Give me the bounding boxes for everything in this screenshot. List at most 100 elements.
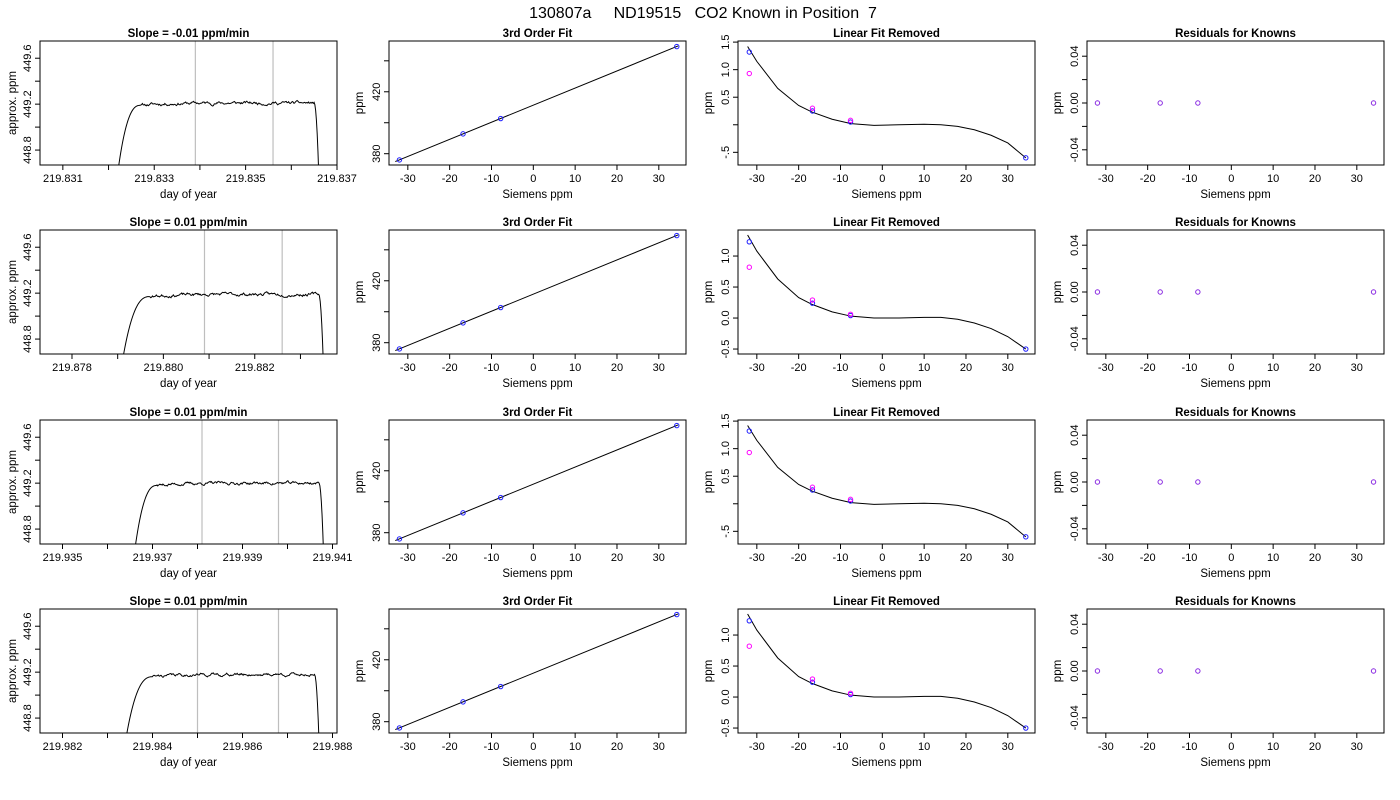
y-tick-label: 449.6 bbox=[22, 423, 34, 451]
plot-frame bbox=[737, 40, 1036, 166]
x-tick-label: 219.833 bbox=[134, 173, 174, 185]
x-tick-label: -20 bbox=[791, 173, 807, 185]
plot-frame bbox=[388, 40, 687, 166]
plot-frame bbox=[39, 608, 338, 734]
chart-panel-0-0: Slope = -0.01 ppm/min 219.831 219.833 219.8… bbox=[7, 28, 357, 201]
x-tick-label: -30 bbox=[1098, 552, 1114, 564]
data-point bbox=[746, 49, 752, 55]
x-tick-label: -10 bbox=[833, 552, 849, 564]
plot-frame bbox=[1086, 229, 1385, 355]
chart-panel-2-0: Slope = 0.01 ppm/min 219.935 219.937 219.93… bbox=[7, 407, 352, 580]
y-tick-label: 380 bbox=[371, 524, 383, 542]
data-point bbox=[497, 683, 504, 690]
x-tick-label: -30 bbox=[749, 173, 765, 185]
x-tick-label: 10 bbox=[1267, 173, 1279, 185]
x-tick-label: -20 bbox=[1140, 362, 1156, 374]
data-point bbox=[1195, 668, 1201, 674]
y-tick-label: 0.00 bbox=[1069, 471, 1081, 492]
y-tick-label: 0.04 bbox=[1069, 613, 1081, 634]
x-tick-label: 219.880 bbox=[143, 362, 183, 374]
x-tick-label: -20 bbox=[791, 362, 807, 374]
trace-line bbox=[126, 672, 320, 733]
x-tick-label: 0 bbox=[530, 173, 536, 185]
x-tick-label: 20 bbox=[960, 741, 972, 753]
y-tick-label: 0.04 bbox=[1069, 234, 1081, 255]
x-tick-label: 0 bbox=[879, 173, 885, 185]
chart-panel-1-3: Residuals for Knowns -30 -20 -10 0 10 20 30 -0.0… bbox=[1052, 217, 1385, 390]
data-point bbox=[847, 117, 854, 124]
x-tick-label: 20 bbox=[1309, 362, 1321, 374]
x-tick-label: 20 bbox=[611, 362, 623, 374]
y-axis-label: approx. ppm bbox=[7, 260, 19, 324]
x-tick-label: -30 bbox=[1098, 173, 1114, 185]
data-point bbox=[809, 679, 816, 685]
panel-title: Linear Fit Removed bbox=[833, 28, 940, 40]
y-axis-label: ppm bbox=[703, 660, 715, 682]
y-tick-label: 420 bbox=[371, 83, 383, 101]
x-axis-label: day of year bbox=[160, 189, 217, 201]
x-axis-label: Siemens ppm bbox=[1200, 757, 1270, 769]
plot-frame bbox=[1086, 419, 1385, 545]
x-tick-label: -10 bbox=[1182, 362, 1198, 374]
y-tick-label: 0.5 bbox=[720, 90, 732, 105]
chart-panel-2-1: 3rd Order Fit -30 -20 -10 0 10 20 30 380 420 Sieme… bbox=[354, 407, 687, 580]
data-point bbox=[847, 690, 854, 697]
data-point bbox=[1094, 668, 1101, 674]
x-axis-label: day of year bbox=[160, 568, 217, 580]
data-point bbox=[497, 304, 504, 311]
data-point bbox=[746, 70, 752, 77]
x-tick-label: -20 bbox=[442, 552, 458, 564]
x-axis-label: Siemens ppm bbox=[851, 568, 921, 580]
chart-panel-0-2: Linear Fit Removed -30 -20 -10 0 10 20 30 -.5 0.5… bbox=[703, 28, 1036, 201]
trace-line bbox=[135, 479, 324, 544]
y-axis-label: ppm bbox=[703, 281, 715, 303]
y-axis-label: ppm bbox=[354, 471, 366, 493]
data-point bbox=[809, 105, 816, 111]
chart-panel-3-2: Linear Fit Removed -30 -20 -10 0 10 20 30 -0.5 0.… bbox=[703, 596, 1036, 769]
y-tick-label: 449.2 bbox=[22, 469, 34, 497]
chart-panel-3-0: Slope = 0.01 ppm/min 219.982 219.984 219.98… bbox=[7, 596, 352, 769]
x-tick-label: 20 bbox=[611, 173, 623, 185]
plot-frame bbox=[737, 419, 1036, 545]
x-tick-label: 30 bbox=[1002, 552, 1014, 564]
data-point bbox=[1370, 479, 1377, 485]
panel-title: 3rd Order Fit bbox=[503, 596, 573, 608]
data-point bbox=[1195, 479, 1201, 485]
x-tick-label: -30 bbox=[400, 741, 416, 753]
y-tick-label: 448.8 bbox=[22, 515, 34, 543]
x-tick-label: -30 bbox=[1098, 362, 1114, 374]
panel-title: 3rd Order Fit bbox=[503, 217, 573, 229]
x-tick-label: -30 bbox=[749, 741, 765, 753]
panel-title: 3rd Order Fit bbox=[503, 407, 573, 419]
x-tick-label: 0 bbox=[530, 741, 536, 753]
chart-panel-3-3: Residuals for Knowns -30 -20 -10 0 10 20 30 -0.0… bbox=[1052, 596, 1385, 769]
data-point bbox=[396, 536, 403, 542]
y-tick-label: 448.8 bbox=[22, 325, 34, 353]
data-point bbox=[1157, 479, 1163, 485]
x-tick-label: 219.982 bbox=[43, 741, 83, 753]
chart-panel-1-1: 3rd Order Fit -30 -20 -10 0 10 20 30 380 420 Sieme… bbox=[354, 217, 687, 390]
panel-title: Slope = 0.01 ppm/min bbox=[130, 217, 248, 229]
panel-grid: Slope = -0.01 ppm/min 219.831 219.833 219.8… bbox=[7, 28, 1385, 769]
plot-frame bbox=[1086, 40, 1385, 166]
x-tick-label: 219.935 bbox=[43, 552, 83, 564]
x-tick-label: 0 bbox=[1228, 741, 1234, 753]
panel-title: Residuals for Knowns bbox=[1175, 28, 1296, 40]
y-tick-label: 1.0 bbox=[720, 62, 732, 77]
x-tick-label: 30 bbox=[1351, 741, 1363, 753]
y-tick-label: 0.00 bbox=[1069, 281, 1081, 302]
plot-frame bbox=[1086, 608, 1385, 734]
fit-line bbox=[395, 234, 679, 352]
fit-line bbox=[395, 45, 679, 163]
x-tick-label: -20 bbox=[1140, 741, 1156, 753]
x-tick-label: -30 bbox=[400, 552, 416, 564]
data-point bbox=[847, 498, 854, 504]
plot-frame bbox=[388, 229, 687, 355]
y-tick-label: 380 bbox=[371, 334, 383, 352]
x-tick-label: 219.984 bbox=[133, 741, 173, 753]
data-point bbox=[746, 449, 752, 456]
x-tick-label: -10 bbox=[1182, 741, 1198, 753]
y-tick-label: 449.2 bbox=[22, 658, 34, 686]
data-point bbox=[746, 618, 752, 624]
x-tick-label: 10 bbox=[1267, 552, 1279, 564]
